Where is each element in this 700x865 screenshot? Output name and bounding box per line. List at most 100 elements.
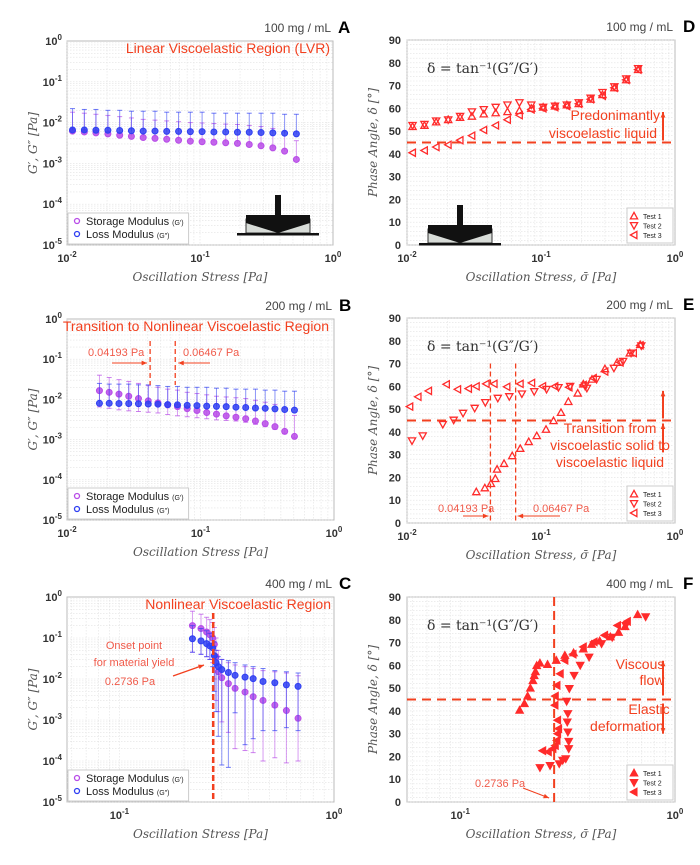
x-axis-label: Oscillation Stress, σ̄ [Pa]	[466, 548, 617, 562]
tick-base: 10	[43, 515, 55, 527]
down-arrow-head	[660, 728, 666, 734]
data-point	[621, 75, 630, 85]
data-point	[423, 386, 433, 396]
data-point	[139, 127, 147, 135]
data-point	[524, 436, 534, 446]
legend: Storage Modulus (G′) Loss Modulus (G″)	[67, 212, 190, 245]
data-point	[407, 121, 418, 131]
phase-angle-formula: δ = tan⁻¹(G″/G′)	[427, 339, 538, 355]
data-point	[269, 129, 277, 137]
y-tick-label: 10-1	[43, 74, 63, 89]
onset-label-2: for material yield	[94, 657, 175, 669]
y-tick-label: 70	[389, 359, 401, 371]
y-tick-label: 20	[389, 194, 401, 206]
data-point	[173, 401, 181, 409]
legend-label-loss: Loss Modulus	[86, 504, 154, 516]
data-point	[597, 91, 607, 101]
data-point	[231, 671, 239, 679]
data-point	[490, 107, 501, 117]
data-point	[599, 366, 609, 377]
tick-exponent: -4	[55, 753, 63, 762]
y-tick-label: 10-1	[43, 351, 63, 366]
data-point	[489, 379, 498, 389]
data-point	[585, 94, 595, 104]
legend-marker-storage	[73, 774, 81, 782]
data-point	[545, 762, 555, 771]
data-point	[622, 616, 631, 627]
y-tick-label: 50	[389, 404, 401, 416]
data-point	[469, 404, 480, 414]
data-point	[526, 378, 536, 388]
legend-marker-test-1	[629, 211, 639, 220]
concentration-label: 200 mg / mL	[265, 299, 332, 313]
cone-geometry	[428, 225, 492, 243]
viscous-label: Viscous	[616, 656, 665, 672]
elastic-label: Elastic	[628, 701, 669, 717]
data-point	[245, 141, 253, 149]
data-point	[292, 130, 300, 138]
data-point	[241, 673, 249, 681]
y-tick-label: 70	[389, 81, 401, 93]
rheometer-plate	[237, 233, 319, 236]
data-point	[633, 64, 642, 75]
tick-base: 10	[43, 715, 55, 727]
data-point	[502, 382, 511, 392]
data-point	[413, 392, 422, 402]
y-tick-label: 0	[395, 518, 401, 530]
data-point	[480, 398, 491, 408]
data-point	[125, 400, 133, 408]
tick-exponent: -3	[55, 432, 63, 441]
tick-base: 10	[57, 253, 69, 265]
data-point	[198, 138, 206, 146]
x-tick-label: 10-2	[57, 525, 77, 540]
legend-label-test-3: Test 3	[643, 511, 662, 518]
data-point	[222, 412, 230, 420]
data-point	[563, 396, 574, 406]
data-point	[144, 400, 152, 408]
y-tick-label: 20	[389, 472, 401, 484]
tick-base: 10	[45, 36, 57, 48]
y-tick-label: 50	[389, 126, 401, 138]
data-point	[186, 128, 194, 136]
data-point	[257, 142, 265, 150]
concentration-label: 100 mg / mL	[264, 21, 331, 35]
y-tick-label: 10-2	[43, 671, 63, 686]
data-point	[490, 473, 501, 483]
tick-exponent: -1	[122, 807, 130, 816]
data-point	[552, 680, 561, 691]
data-point	[452, 384, 462, 394]
data-point	[561, 755, 571, 764]
tick-exponent: 0	[338, 807, 343, 816]
tick-base: 10	[43, 756, 55, 768]
data-point	[431, 142, 440, 152]
threshold-value-1: 0.04193 Pa	[438, 503, 495, 515]
data-point	[543, 747, 552, 757]
nonlinear-label: Nonlinear Viscoelastic Region	[145, 596, 331, 612]
data-point	[552, 735, 561, 746]
data-point	[532, 430, 542, 440]
legend-marker-storage	[73, 492, 81, 500]
tick-exponent: -2	[70, 525, 78, 534]
legend-label-test-1: Test 1	[643, 771, 662, 778]
phase-angle-formula: δ = tan⁻¹(G″/G′)	[427, 61, 538, 77]
x-tick-label: 10-1	[110, 807, 130, 822]
series-storage	[95, 374, 298, 440]
tick-exponent: -1	[544, 528, 552, 537]
data-point	[640, 613, 651, 622]
elastic-label-2: deformation	[590, 718, 664, 734]
tick-exponent: -2	[55, 115, 63, 124]
data-point	[493, 394, 503, 404]
tick-exponent: -5	[55, 237, 63, 246]
liquid-label-2: viscoelastic liquid	[549, 125, 657, 141]
panel-letter: E	[683, 295, 694, 314]
concentration-label: 200 mg / mL	[606, 298, 673, 312]
tick-exponent: -2	[55, 391, 63, 400]
data-point	[632, 609, 643, 619]
legend-label-loss: Loss Modulus	[86, 229, 154, 241]
data-point	[198, 128, 206, 136]
legend-symbol-storage: (G′)	[172, 495, 183, 502]
data-point	[530, 666, 541, 676]
data-point	[607, 633, 617, 643]
data-point	[609, 83, 618, 93]
up-arrow-head	[660, 112, 666, 118]
